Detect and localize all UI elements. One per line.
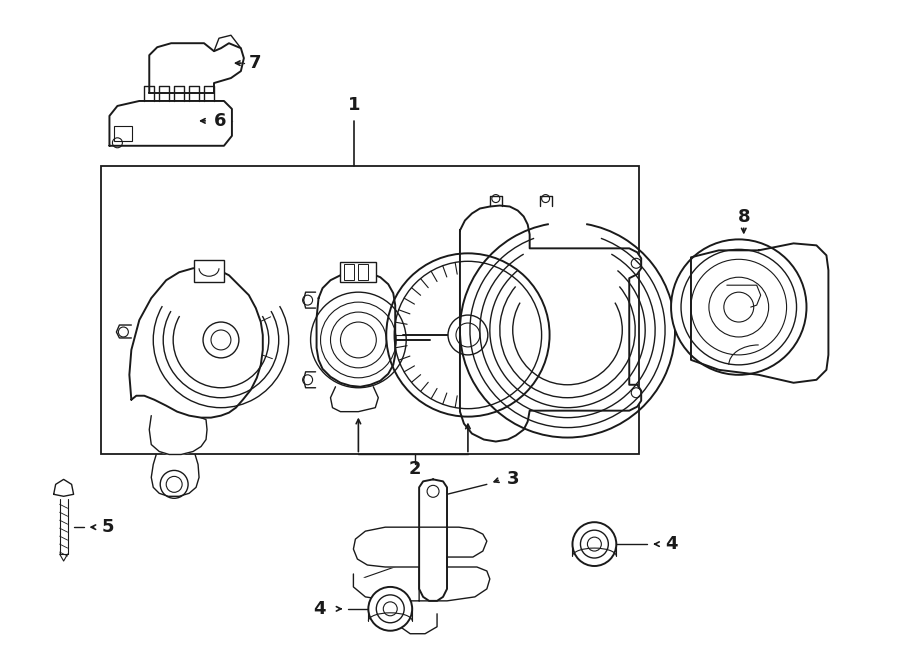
Circle shape [203, 322, 238, 358]
Polygon shape [460, 206, 641, 442]
Text: 1: 1 [348, 96, 361, 114]
Circle shape [671, 239, 806, 375]
Polygon shape [149, 43, 244, 93]
Text: 2: 2 [409, 461, 421, 479]
Text: 6: 6 [214, 112, 227, 130]
Bar [194, 260, 224, 282]
Circle shape [448, 315, 488, 355]
Bar [340, 262, 376, 282]
Polygon shape [691, 243, 828, 383]
Polygon shape [149, 416, 207, 455]
Text: 4: 4 [313, 600, 326, 618]
Bar [102, 166, 639, 455]
Polygon shape [110, 101, 232, 146]
Circle shape [572, 522, 616, 566]
Text: 8: 8 [737, 208, 750, 227]
Text: 5: 5 [102, 518, 114, 536]
Bar [345, 264, 355, 280]
Polygon shape [130, 268, 263, 418]
Text: 7: 7 [248, 54, 261, 72]
Text: 3: 3 [507, 471, 519, 488]
Bar [358, 264, 368, 280]
Polygon shape [419, 479, 447, 601]
Text: 4: 4 [665, 535, 678, 553]
Polygon shape [354, 527, 490, 601]
Bar [114, 126, 132, 141]
Polygon shape [317, 272, 395, 387]
Circle shape [368, 587, 412, 631]
